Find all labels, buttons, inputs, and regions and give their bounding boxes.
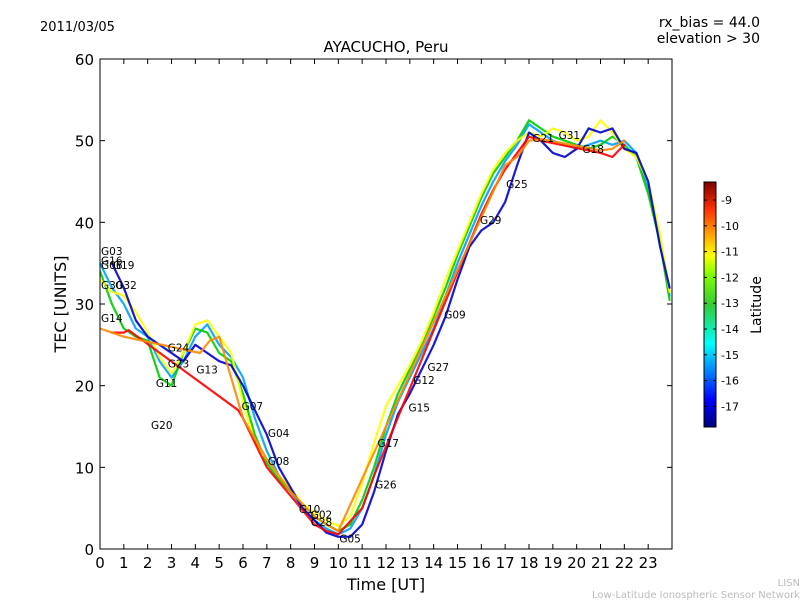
satellite-label: G11 [156,378,178,390]
x-tick-label: 18 [519,554,538,572]
colorbar [703,181,717,428]
tec-series-1 [100,119,671,533]
satellite-label: G03 [101,246,123,258]
x-tick-label: 5 [214,554,224,572]
x-tick-label: 6 [238,554,248,572]
y-tick-label: 30 [75,296,94,314]
y-tick-label: 20 [75,378,94,396]
satellite-label: G13 [196,364,218,376]
plot-area-frame [99,58,673,550]
y-tick-label: 0 [84,541,94,559]
x-tick-label: 12 [376,554,395,572]
tec-series-layer [100,119,671,538]
x-axis-label: Time [UT] [346,575,425,594]
colorbar-tick-label: -14 [721,323,739,336]
satellite-label: G02 [311,510,333,522]
colorbar-label: Latitude [749,276,765,334]
colorbar-tick-label: -13 [721,297,739,310]
colorbar-ticks: -9 -10 -11 -12 -13 -14 -15 -16 -17 [704,194,739,413]
footer-lisn: LISN [778,578,800,589]
satellite-label: G14 [101,313,123,325]
x-tick-label: 7 [262,554,272,572]
x-tick-label: 22 [615,554,634,572]
x-tick-label: 3 [167,554,177,572]
satellite-label: G08 [268,456,290,468]
satellite-label: G09 [444,310,466,322]
x-tick-label: 1 [119,554,129,572]
y-axis-label: TEC [UNITS] [51,256,70,354]
x-tick-label: 2 [143,554,153,572]
y-tick-label: 10 [75,459,94,477]
x-tick-label: 11 [353,554,372,572]
colorbar-tick-label: -9 [721,194,732,207]
rx-bias-label: rx_bias = 44.0 [659,15,760,31]
satellite-label: G25 [506,179,527,191]
axes-layer: 0 1 2 3 4 5 6 7 8 9 10 11 12 13 14 15 16 17 18 19 20 21 22 2301… [75,51,672,572]
satellite-label: G32 [115,280,137,292]
x-tick-label: 8 [286,554,296,572]
colorbar-tick-label: -16 [721,375,739,388]
tec-series-4 [110,135,626,536]
satellite-label: G24 [168,342,190,354]
tec-series-2 [100,119,671,528]
satellite-label: G27 [428,362,450,374]
x-tick-label: 15 [448,554,467,572]
elevation-label: elevation > 30 [657,31,760,47]
satellite-label: G29 [480,215,502,227]
colorbar-tick-label: -15 [721,349,739,362]
satellite-label: G16 [101,256,123,268]
tec-series-0 [100,123,671,536]
satellite-label: G15 [408,403,430,415]
satellite-label: G18 [582,144,604,156]
tec-series-5 [100,137,626,533]
satellite-label: G31 [559,130,581,142]
satellite-label: G20 [151,420,173,432]
satellite-label: G07 [242,401,264,413]
x-tick-label: 10 [329,554,348,572]
satellite-label: G30 [101,280,123,292]
satellite-label: G21 [532,133,554,145]
satellite-label: G17 [377,438,399,450]
colorbar-tick-label: -11 [721,246,739,259]
colorbar-tick-label: -12 [721,271,739,284]
y-tick-label: 50 [75,133,94,151]
colorbar-tick-label: -10 [721,220,739,233]
x-tick-label: 14 [424,554,443,572]
x-tick-label: 9 [310,554,320,572]
satellite-label: G06 [101,260,123,272]
satellite-label: G28 [311,517,333,529]
satellite-label: G23 [168,359,190,371]
x-tick-label: 20 [567,554,586,572]
satellite-label: G26 [375,479,397,491]
satellite-label: G04 [268,428,290,440]
colorbar-tick-label: -17 [721,400,739,413]
x-tick-label: 0 [95,554,105,572]
x-tick-label: 17 [496,554,515,572]
x-tick-label: 4 [191,554,201,572]
footer-network: Low-Latitude Ionospheric Sensor Network [592,590,800,600]
date-label: 2011/03/05 [40,20,115,35]
satellite-label: G12 [413,375,435,387]
x-tick-label: 19 [543,554,562,572]
x-tick-label: 21 [591,554,610,572]
satellite-label: G05 [339,533,361,545]
tec-series-3 [110,127,671,538]
y-tick-label: 40 [75,214,94,232]
y-tick-label: 60 [75,51,94,69]
x-tick-label: 16 [472,554,491,572]
chart-title: AYACUCHO, Peru [323,38,448,56]
satellite-label: G10 [299,504,321,516]
x-tick-label: 23 [639,554,658,572]
x-tick-label: 13 [400,554,419,572]
satellite-label: G19 [113,260,134,272]
